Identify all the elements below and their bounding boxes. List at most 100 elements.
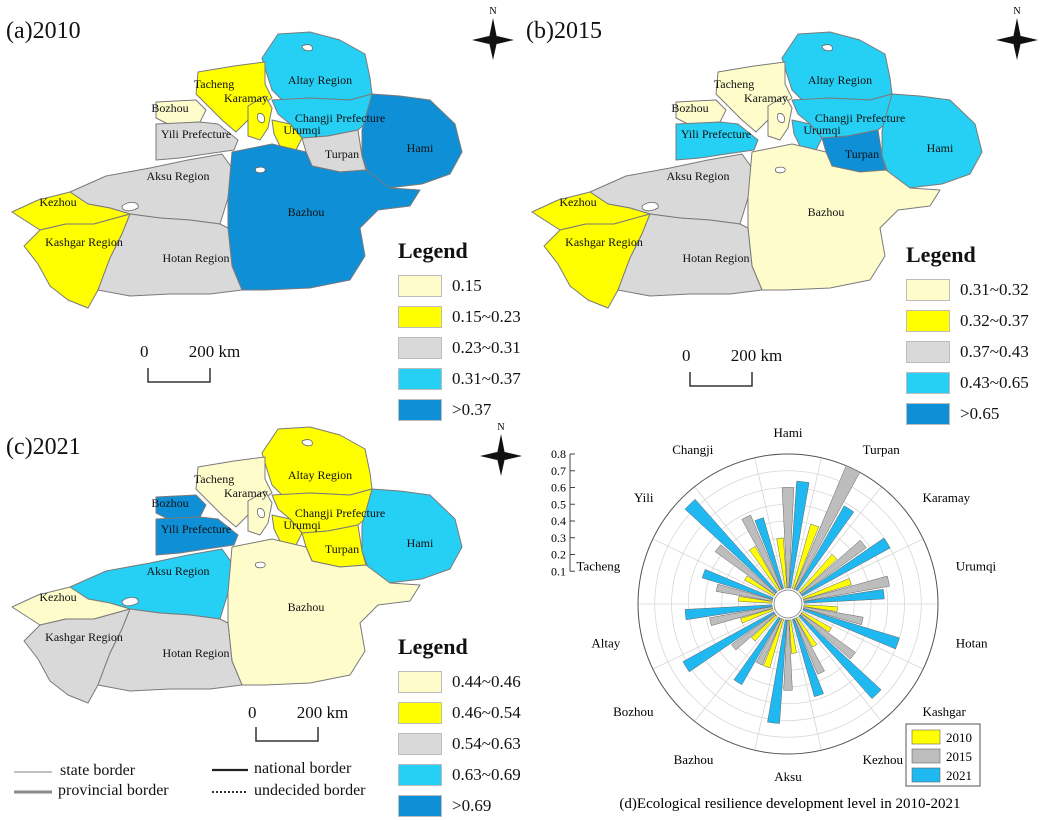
region-label: Changji Prefecture xyxy=(295,506,385,520)
scale-distance: 200 xyxy=(296,703,323,722)
bar-2015-changji xyxy=(741,514,783,591)
region-label: Tacheng xyxy=(194,77,234,91)
grid-spoke xyxy=(754,619,785,751)
category-label: Bozhou xyxy=(613,704,654,719)
legend-row: >0.69 xyxy=(398,790,521,820)
legend-swatch xyxy=(398,732,442,755)
category-label: Tacheng xyxy=(576,559,620,574)
legend-row: 0.31~0.37 xyxy=(398,363,521,394)
legend-swatch xyxy=(906,371,950,394)
region-label: Urumqi xyxy=(803,123,841,137)
legend-swatch xyxy=(398,670,442,693)
regions-group xyxy=(11,426,463,704)
lake-shape xyxy=(777,113,785,123)
lake-shape xyxy=(301,44,313,52)
region-hami xyxy=(361,488,463,584)
lake-shape xyxy=(641,202,659,212)
compass-icon: N xyxy=(996,6,1038,60)
legend-row: >0.37 xyxy=(398,394,521,425)
bar-2015-tacheng xyxy=(715,583,773,602)
bar-2010-turpan xyxy=(792,523,819,590)
scale-distance: 200 xyxy=(188,342,215,361)
legend-swatch xyxy=(906,309,950,332)
lake-shape xyxy=(257,113,265,123)
legend-swatch xyxy=(398,398,442,421)
region-label: Kezhou xyxy=(559,195,596,209)
scale-bar-2021: 0 200 km xyxy=(248,703,348,742)
legend-label: 0.15~0.23 xyxy=(452,306,521,326)
category-label: Changji xyxy=(672,442,714,457)
radial-bar-chart: Hami Turpan Karamay Urumqi Hotan Kashgar Kezho… xyxy=(551,425,997,812)
legend-row: 0.15~0.23 xyxy=(398,301,521,332)
region-yili-prefecture xyxy=(675,121,759,161)
region-label: Karamay xyxy=(224,91,268,105)
grid-spoke xyxy=(791,619,822,751)
bar-2021-urumqi xyxy=(803,588,885,604)
region-label: Karamay xyxy=(224,486,268,500)
region-label: Urumqi xyxy=(283,518,321,532)
bar-2015-kezhou xyxy=(793,617,825,675)
region-label: Kezhou xyxy=(39,195,76,209)
compass-letter: N xyxy=(1013,6,1020,17)
scale-unit: km xyxy=(218,342,241,361)
legend-swatch xyxy=(906,278,950,301)
legend-label: >0.65 xyxy=(960,403,1000,423)
chart-legend-label: 2015 xyxy=(946,749,972,764)
lake-shape xyxy=(121,597,139,607)
legend-row: 0.15 xyxy=(398,270,521,301)
category-label: Urumqi xyxy=(956,559,997,574)
grid-spoke xyxy=(797,486,882,592)
scale-line xyxy=(689,372,753,387)
compass-icon: N xyxy=(472,6,514,60)
legend-label: 0.32~0.37 xyxy=(960,310,1029,330)
bar-2015-karamay xyxy=(799,539,867,596)
legend-swatch xyxy=(398,701,442,724)
region-label: Turpan xyxy=(845,147,879,161)
bar-2015-altay xyxy=(709,606,773,626)
chart-title: (d)Ecological resilience development lev… xyxy=(619,796,960,812)
bar-2021-altay xyxy=(684,604,773,621)
region-label: Hotan Region xyxy=(683,251,750,265)
category-label: Kezhou xyxy=(863,752,904,767)
compass-letter: N xyxy=(489,6,496,17)
bar-2010-kashgar xyxy=(800,611,832,633)
legend-label: >0.69 xyxy=(452,795,492,815)
legend-row: 0.32~0.37 xyxy=(906,305,1029,336)
bar-2021-kezhou xyxy=(792,618,824,698)
legend-row: 0.31~0.32 xyxy=(906,274,1029,305)
category-label: Yili xyxy=(634,490,654,505)
legend-label: 0.15 xyxy=(452,275,482,295)
legend-swatch xyxy=(398,367,442,390)
region-altay-region xyxy=(781,31,893,101)
legend-2015: Legend 0.31~0.32 0.32~0.37 0.37~0.43 0.43~0… xyxy=(906,242,1029,429)
grid-spoke xyxy=(797,616,882,722)
bar-2015-yili xyxy=(714,544,777,596)
bar-2015-hami xyxy=(781,487,795,589)
legend-row: 0.63~0.69 xyxy=(398,759,521,790)
legend-row: 0.23~0.31 xyxy=(398,332,521,363)
bar-2010-bazhou xyxy=(763,618,784,669)
legend-label: >0.37 xyxy=(452,399,492,419)
region-altay-region xyxy=(261,426,373,496)
category-label: Aksu xyxy=(774,769,802,784)
chart-legend-swatch xyxy=(911,748,941,764)
legend-label: 0.23~0.31 xyxy=(452,337,521,357)
region-label: Bozhou xyxy=(151,496,188,510)
compass-icon: N xyxy=(480,422,522,476)
series-2010 xyxy=(738,523,852,669)
region-label: Turpan xyxy=(325,147,359,161)
region-label: Kashgar Region xyxy=(565,235,643,249)
bar-2021-changji xyxy=(754,517,784,590)
bar-2010-aksu xyxy=(788,619,797,654)
legend-title: Legend xyxy=(398,634,468,659)
bar-2015-bazhou xyxy=(755,617,783,666)
outer-ring xyxy=(637,453,939,755)
radial-tick-label: 0.6 xyxy=(551,481,566,495)
series-2021 xyxy=(682,480,900,724)
bar-2010-kezhou xyxy=(795,616,818,648)
radial-tick-label: 0.1 xyxy=(551,564,566,578)
bar-2010-altay xyxy=(740,608,774,624)
region-label: Yili Prefecture xyxy=(161,127,231,141)
